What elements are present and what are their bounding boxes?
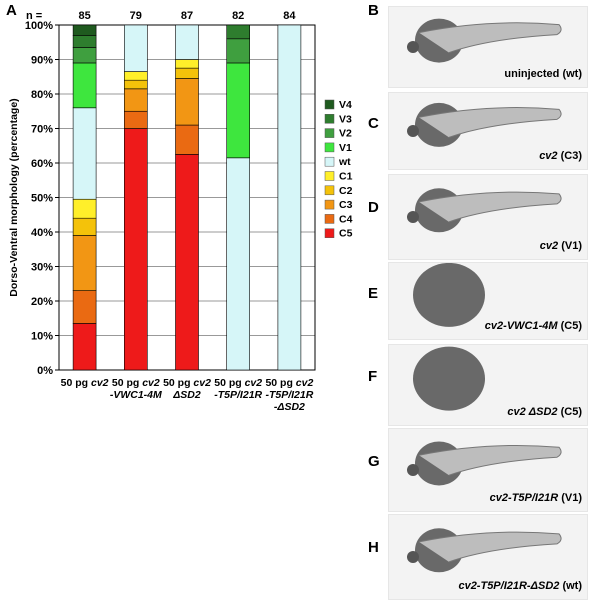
- legend-swatch-c3: [324, 199, 335, 210]
- legend-label-v3: V3: [339, 113, 352, 125]
- legend-swatch-wt: [324, 156, 335, 167]
- embryo-photo-h: [388, 514, 588, 600]
- bar-segment-wt: [72, 107, 97, 200]
- bar-segment-c4: [124, 110, 148, 129]
- panel-b-caption: uninjected (wt): [504, 68, 582, 80]
- legend-swatch-v3: [324, 114, 335, 124]
- embryo-photo-g: [388, 428, 588, 512]
- bar-segment-c3: [72, 235, 97, 291]
- legend-swatch-v4: [324, 99, 335, 110]
- y-tick-label: 40%: [31, 227, 53, 239]
- y-tick-label: 80%: [31, 89, 53, 101]
- panel-a-letter: A: [6, 2, 17, 19]
- bar-segment-c2: [72, 217, 97, 236]
- legend-label-c2: C2: [339, 185, 353, 197]
- n-value: 79: [130, 10, 142, 22]
- bar-segment-c3: [175, 78, 199, 126]
- bar-segment-wt: [277, 24, 302, 371]
- embryo-photo-c: [388, 92, 588, 170]
- n-value: 85: [78, 10, 90, 22]
- panel-f-letter: F: [368, 368, 378, 385]
- panel-h-letter: H: [368, 539, 379, 557]
- x-tick-label: 50 pg cv2: [163, 377, 211, 389]
- x-tick-label-line3: -ΔSD2: [274, 401, 305, 413]
- bar-segment-wt: [226, 157, 250, 371]
- panel-h-caption: cv2-T5P/I21R-ΔSD2 (wt): [458, 580, 582, 592]
- y-tick-label: 20%: [31, 296, 53, 308]
- bar-segment-c4: [72, 290, 97, 324]
- bar-segment-v2: [72, 47, 97, 64]
- x-tick-label: 50 pg cv2: [214, 377, 262, 389]
- y-tick-label: 0%: [37, 365, 53, 377]
- bar-segment-c1: [124, 71, 148, 81]
- legend-label-wt: wt: [338, 156, 351, 168]
- embryo-photo-e: [388, 262, 588, 340]
- x-tick-label: 50 pg cv2: [61, 377, 109, 389]
- y-tick-label: 10%: [31, 331, 53, 343]
- bar-segment-c1: [175, 59, 199, 69]
- bar-segment-v1: [72, 62, 97, 109]
- bar-segment-v3: [226, 24, 250, 40]
- y-tick-label: 70%: [31, 124, 53, 136]
- legend-swatch-c5: [324, 228, 335, 238]
- legend-swatch-v2: [324, 128, 335, 138]
- panel-b-letter: B: [368, 2, 379, 19]
- bar-segment-wt: [124, 24, 148, 72]
- x-tick-label-line2: -VWC1-4M: [110, 389, 162, 401]
- legend-label-v1: V1: [339, 142, 352, 154]
- panel-f-caption: cv2 ΔSD2 (C5): [507, 406, 582, 418]
- legend-swatch-v1: [324, 142, 335, 153]
- dorso-ventral-stacked-bar-chart: 0% 10% 20% 30% 40% 50% 60% 70% 80% 90% 100% Dorso-V…: [8, 10, 353, 413]
- embryo-photo-d: [388, 174, 588, 260]
- legend-label-v4: V4: [339, 99, 352, 111]
- n-value: 87: [181, 10, 193, 22]
- bar-segment-wt: [175, 24, 199, 60]
- panel-c-caption: cv2 (C3): [539, 150, 582, 162]
- y-tick-label: 30%: [31, 262, 53, 274]
- panel-e-caption: cv2-VWC1-4M (C5): [484, 320, 582, 332]
- n-value: 82: [232, 10, 244, 22]
- legend-label-c3: C3: [339, 199, 353, 211]
- bar-segment-c5: [175, 154, 199, 371]
- legend-swatch-c1: [324, 171, 335, 181]
- embryo-photo-f: [388, 344, 588, 426]
- y-tick-label: 60%: [31, 158, 53, 170]
- y-axis-label: Dorso-Ventral morphology (percentage): [8, 98, 20, 296]
- y-tick-label: 100%: [25, 20, 53, 32]
- bar-segment-v4: [72, 24, 97, 36]
- legend-label-v2: V2: [339, 128, 352, 140]
- x-tick-label-line2: ΔSD2: [172, 389, 201, 401]
- x-tick-label-line2: -T5P/I21R: [214, 389, 262, 401]
- legend-label-c5: C5: [339, 228, 353, 240]
- n-value: 84: [283, 10, 296, 22]
- bar-segment-v2: [226, 38, 250, 64]
- bar-segment-v3: [72, 35, 97, 48]
- embryo-photo-b: [388, 6, 588, 88]
- legend-label-c1: C1: [339, 171, 353, 183]
- bar-segment-c5: [72, 323, 97, 371]
- bar-segment-c2: [124, 79, 148, 90]
- bar-segment-c2: [175, 67, 199, 79]
- legend-label-c4: C4: [339, 213, 353, 225]
- x-tick-label-line2: -T5P/I21R: [265, 389, 313, 401]
- bar-segment-c1: [72, 198, 97, 219]
- y-tick-label: 50%: [31, 193, 53, 205]
- panel-g-caption: cv2-T5P/I21R (V1): [489, 492, 582, 504]
- x-tick-label: 50 pg cv2: [265, 377, 313, 389]
- legend-swatch-c2: [324, 185, 335, 196]
- bar-segment-c3: [124, 88, 148, 112]
- bar-segment-c5: [124, 128, 148, 371]
- panel-g-letter: G: [368, 452, 380, 470]
- panel-d-letter: D: [368, 199, 379, 217]
- n-label: n =: [26, 10, 42, 22]
- y-tick-label: 90%: [31, 55, 53, 67]
- panel-d-caption: cv2 (V1): [539, 240, 582, 252]
- legend-swatch-c4: [324, 214, 335, 224]
- panel-c-letter: C: [368, 114, 379, 132]
- x-tick-label: 50 pg cv2: [112, 377, 160, 389]
- bar-segment-v1: [226, 62, 250, 159]
- bar-segment-c4: [175, 124, 199, 155]
- panel-e-letter: E: [368, 284, 379, 302]
